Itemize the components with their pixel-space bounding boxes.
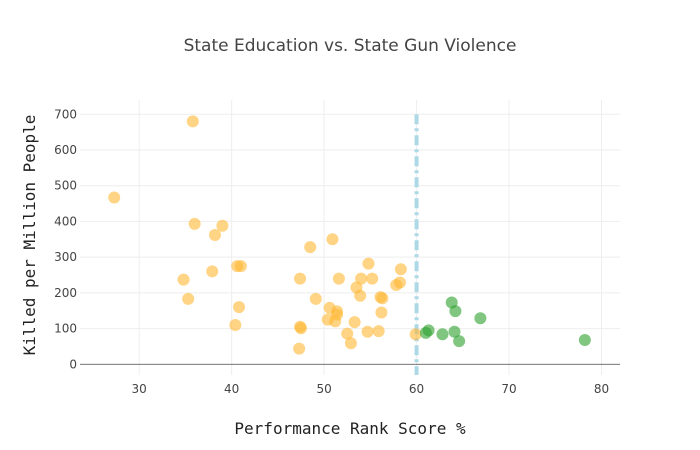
- data-point-orange[interactable]: [393, 276, 406, 289]
- data-point-orange[interactable]: [348, 316, 361, 329]
- data-point-orange[interactable]: [186, 115, 199, 128]
- data-point-orange[interactable]: [354, 289, 367, 302]
- data-point-orange[interactable]: [409, 328, 422, 341]
- y-tick-label: 600: [54, 143, 77, 157]
- x-tick-label: 30: [132, 382, 147, 396]
- y-tick-label: 500: [54, 179, 77, 193]
- x-tick-label: 60: [409, 382, 424, 396]
- data-point-green[interactable]: [422, 324, 435, 337]
- data-point-orange[interactable]: [366, 272, 379, 285]
- data-point-orange[interactable]: [293, 342, 306, 355]
- y-tick-label: 200: [54, 286, 77, 300]
- data-point-orange[interactable]: [294, 322, 307, 335]
- data-point-orange[interactable]: [294, 272, 307, 285]
- data-point-orange[interactable]: [309, 292, 322, 305]
- data-point-orange[interactable]: [108, 191, 121, 204]
- data-point-orange[interactable]: [362, 257, 375, 270]
- tick-layer: 30 40 50 60 70 80 0 100 200 300 400 500 600 700: [54, 107, 609, 396]
- data-point-orange[interactable]: [182, 292, 195, 305]
- data-point-orange[interactable]: [375, 306, 388, 319]
- data-point-orange[interactable]: [341, 327, 354, 340]
- y-tick-label: 400: [54, 214, 77, 228]
- data-point-orange[interactable]: [355, 272, 368, 285]
- data-point-orange[interactable]: [331, 308, 344, 321]
- grid-layer: [80, 100, 620, 375]
- data-point-orange[interactable]: [177, 273, 190, 286]
- y-tick-label: 100: [54, 322, 77, 336]
- data-point-green[interactable]: [453, 335, 466, 348]
- data-point-orange[interactable]: [326, 233, 339, 246]
- data-point-orange[interactable]: [234, 260, 247, 273]
- x-tick-label: 80: [594, 382, 609, 396]
- data-point-orange[interactable]: [188, 217, 201, 230]
- data-point-green[interactable]: [474, 312, 487, 325]
- data-point-orange[interactable]: [361, 325, 374, 338]
- data-point-orange[interactable]: [344, 337, 357, 350]
- x-tick-label: 50: [316, 382, 331, 396]
- data-point-orange[interactable]: [304, 241, 317, 254]
- chart-title: State Education vs. State Gun Violence: [184, 36, 517, 56]
- data-point-orange[interactable]: [233, 301, 246, 314]
- data-point-orange[interactable]: [394, 263, 407, 276]
- data-point-orange[interactable]: [372, 325, 385, 338]
- data-point-orange[interactable]: [209, 229, 221, 241]
- y-tick-label: 700: [54, 107, 77, 121]
- x-tick-label: 40: [224, 382, 239, 396]
- data-point-orange[interactable]: [216, 219, 229, 232]
- y-axis-title: Killed per Million People: [20, 115, 39, 356]
- y-tick-label: 300: [54, 250, 77, 264]
- data-point-green[interactable]: [436, 328, 449, 341]
- data-point-green[interactable]: [448, 325, 461, 338]
- x-axis-title: Performance Rank Score %: [234, 419, 466, 438]
- data-point-orange[interactable]: [206, 265, 219, 278]
- x-tick-label: 70: [501, 382, 516, 396]
- y-tick-label: 0: [69, 357, 77, 371]
- data-point-orange[interactable]: [229, 319, 242, 331]
- data-point-green[interactable]: [449, 305, 462, 318]
- data-point-green[interactable]: [578, 334, 591, 346]
- data-point-orange[interactable]: [332, 272, 345, 285]
- data-point-orange[interactable]: [376, 292, 389, 305]
- points-layer: [108, 115, 591, 355]
